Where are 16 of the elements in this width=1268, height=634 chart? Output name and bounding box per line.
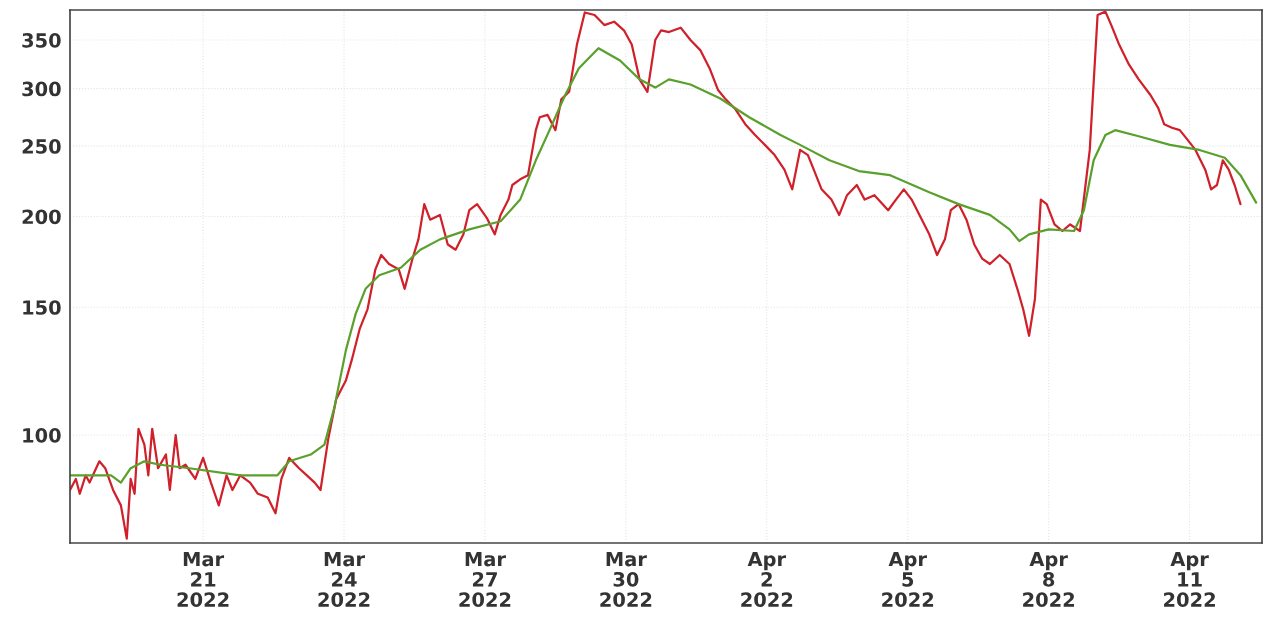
y-tick-label: 350 bbox=[22, 33, 61, 48]
line-series bbox=[70, 10, 1242, 540]
x-tick-label: Apr 11 2022 bbox=[1164, 551, 1215, 607]
line-series bbox=[70, 47, 1258, 484]
x-tick-label: Apr 5 2022 bbox=[882, 551, 934, 607]
x-tick-label: Mar 30 2022 bbox=[600, 551, 652, 607]
y-tick-label: 250 bbox=[22, 139, 61, 154]
x-tick-label: Apr 8 2022 bbox=[1023, 551, 1075, 607]
y-tick-label: 300 bbox=[22, 81, 61, 97]
x-tick-label: Mar 21 2022 bbox=[177, 551, 229, 607]
y-tick-label: 200 bbox=[22, 209, 61, 225]
y-tick-label: 150 bbox=[23, 300, 61, 315]
x-tick-label: Mar 24 2022 bbox=[318, 551, 370, 607]
x-tick-label: Apr 2 2022 bbox=[741, 551, 793, 607]
y-tick-label: 100 bbox=[23, 427, 61, 443]
x-tick-label: Mar 27 2022 bbox=[459, 551, 511, 607]
